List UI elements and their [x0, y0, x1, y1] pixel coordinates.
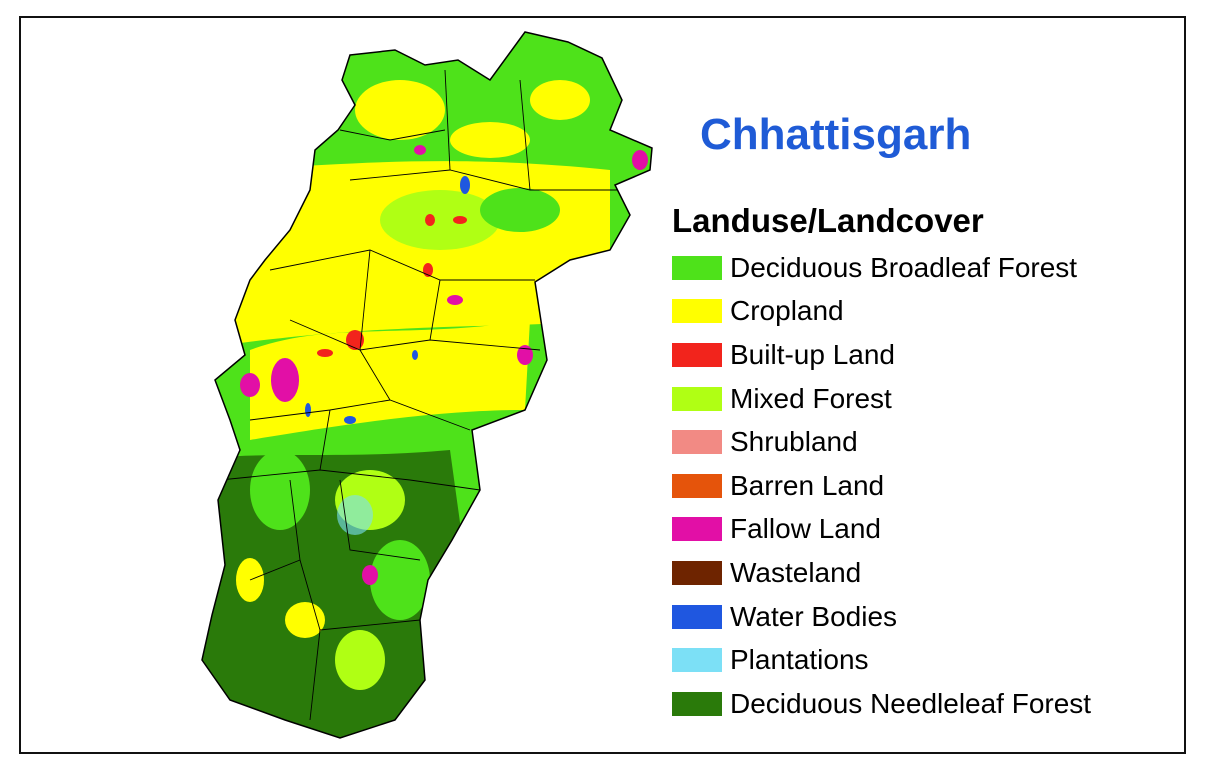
district-boundaries	[219, 69, 620, 721]
legend-swatch	[672, 473, 722, 498]
legend-item: Cropland	[672, 290, 1172, 334]
map-title: Chhattisgarh	[700, 110, 972, 159]
legend-item: Fallow Land	[672, 508, 1172, 552]
legend-label: Fallow Land	[730, 513, 881, 545]
legend-item: Plantations	[672, 638, 1172, 682]
legend-swatch	[672, 691, 722, 716]
legend-item: Barren Land	[672, 464, 1172, 508]
legend-label: Deciduous Needleleaf Forest	[730, 687, 1092, 719]
legend-item: Deciduous Broadleaf Forest	[672, 246, 1172, 290]
legend-item: Water Bodies	[672, 595, 1172, 639]
legend-label: Built-up Land	[730, 338, 896, 370]
legend: Landuse/Landcover Deciduous Broadleaf Fo…	[672, 202, 1172, 726]
legend-swatch	[672, 648, 722, 673]
legend-swatch	[672, 255, 722, 280]
legend-swatch	[672, 560, 722, 585]
legend-swatch	[672, 342, 722, 367]
legend-list: Deciduous Broadleaf Forest Cropland Built-…	[672, 246, 1172, 726]
legend-label: Mixed Forest	[730, 382, 892, 414]
legend-label: Deciduous Broadleaf Forest	[730, 251, 1078, 283]
legend-item: Deciduous Needleleaf Forest	[672, 682, 1172, 726]
state-map	[190, 20, 670, 740]
legend-swatch	[672, 299, 722, 324]
legend-swatch	[672, 517, 722, 542]
legend-swatch	[672, 386, 722, 411]
landcover-layer	[202, 32, 652, 738]
legend-item: Mixed Forest	[672, 377, 1172, 421]
legend-item: Built-up Land	[672, 333, 1172, 377]
legend-label: Water Bodies	[730, 600, 898, 632]
legend-label: Wasteland	[730, 556, 862, 588]
legend-title: Landuse/Landcover	[672, 202, 984, 239]
legend-label: Shrubland	[730, 426, 858, 458]
legend-swatch	[672, 430, 722, 455]
legend-label: Plantations	[730, 644, 869, 676]
legend-label: Barren Land	[730, 469, 885, 501]
legend-label: Cropland	[730, 295, 844, 327]
legend-item: Shrubland	[672, 420, 1172, 464]
legend-item: Wasteland	[672, 551, 1172, 595]
legend-swatch	[672, 604, 722, 629]
